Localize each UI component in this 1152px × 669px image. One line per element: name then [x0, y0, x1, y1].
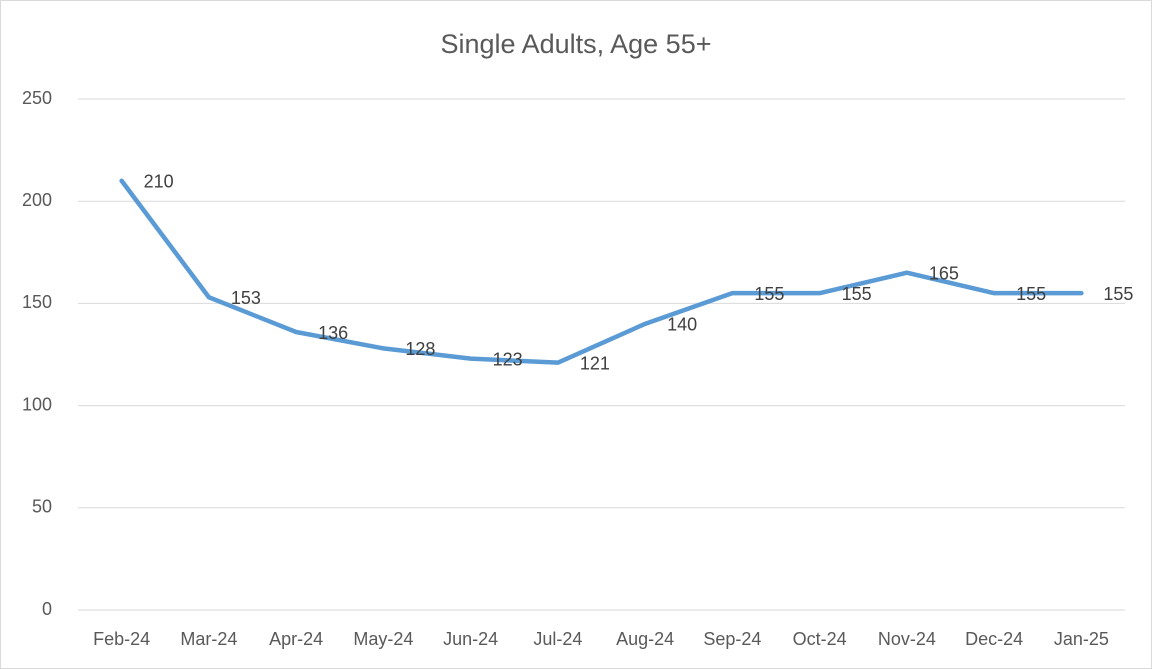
x-tick-label: Mar-24	[180, 629, 237, 649]
line-series	[119, 178, 1084, 365]
data-label: 123	[493, 349, 523, 369]
x-tick-label: Dec-24	[965, 629, 1023, 649]
x-tick-label: Jan-25	[1054, 629, 1109, 649]
data-label: 210	[144, 172, 174, 192]
data-label: 140	[667, 315, 697, 335]
data-label: 136	[318, 323, 348, 343]
data-label: 128	[405, 339, 435, 359]
data-label: 121	[580, 353, 610, 373]
data-label: 165	[929, 263, 959, 283]
data-label: 155	[754, 284, 784, 304]
x-tick-label: Sep-24	[703, 629, 761, 649]
x-tick-label: Nov-24	[878, 629, 936, 649]
y-tick-label: 150	[22, 292, 52, 312]
y-tick-label: 100	[22, 394, 52, 414]
chart-title: Single Adults, Age 55+	[441, 29, 712, 59]
y-tick-label: 50	[32, 497, 52, 517]
x-tick-label: Oct-24	[793, 629, 847, 649]
data-label: 153	[231, 288, 261, 308]
x-tick-label: Feb-24	[93, 629, 150, 649]
x-tick-label: Aug-24	[616, 629, 674, 649]
x-tick-label: Jul-24	[533, 629, 582, 649]
y-tick-label: 250	[22, 88, 52, 108]
data-label: 155	[842, 284, 872, 304]
y-tick-label: 0	[42, 599, 52, 619]
x-tick-label: Jun-24	[443, 629, 498, 649]
data-label: 155	[1103, 284, 1133, 304]
x-tick-label: May-24	[353, 629, 413, 649]
x-tick-label: Apr-24	[269, 629, 323, 649]
data-label: 155	[1016, 284, 1046, 304]
y-tick-label: 200	[22, 190, 52, 210]
